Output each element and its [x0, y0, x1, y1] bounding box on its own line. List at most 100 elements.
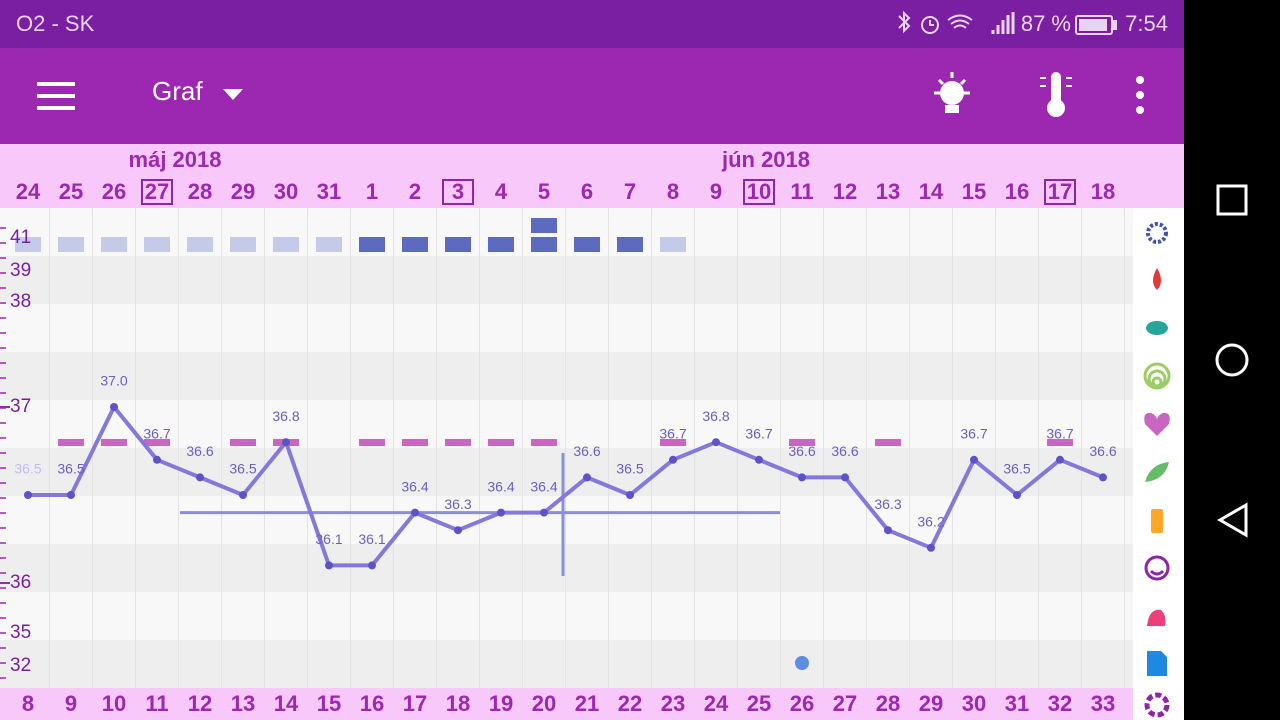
- date-label: 1: [366, 179, 378, 204]
- cycle-day-label: 21: [575, 691, 599, 716]
- week-start-box: [442, 179, 474, 205]
- temperature-point: [239, 491, 247, 499]
- cycle-day-label: 16: [360, 691, 384, 716]
- cycle-day-label: 8: [22, 691, 34, 716]
- home-button[interactable]: [1215, 343, 1249, 377]
- menu-button[interactable]: [37, 82, 75, 110]
- flow-marker: [488, 237, 514, 252]
- cycle-day-label: 32: [1048, 691, 1072, 716]
- value-label: 36.5: [616, 461, 643, 477]
- intercourse-marker: [402, 439, 428, 446]
- value-label: 36.6: [573, 443, 600, 459]
- scale-label: 35: [10, 622, 31, 643]
- date-label: 27: [145, 179, 169, 204]
- date-label: 12: [833, 179, 857, 204]
- dropdown-arrow[interactable]: [223, 89, 243, 100]
- temperature-chart: 4139383532363724825926102711281229133014…: [0, 179, 1125, 716]
- y-tick-label: 36: [10, 572, 31, 593]
- flow-marker: [402, 237, 428, 252]
- temperature-point: [411, 508, 419, 517]
- value-label: 36.8: [702, 408, 729, 424]
- chart-bands: [0, 256, 1133, 688]
- date-label: 15: [962, 179, 986, 204]
- value-label: 36.6: [788, 443, 815, 459]
- value-label: 36.3: [874, 496, 901, 512]
- temperature-point: [497, 508, 505, 517]
- view-selector[interactable]: Graf: [152, 76, 203, 106]
- temperature-point: [24, 491, 32, 499]
- value-label: 36.7: [1046, 426, 1073, 442]
- flow-marker: [660, 237, 686, 252]
- temperature-point: [196, 473, 204, 482]
- date-label: 30: [274, 179, 298, 204]
- cycle-day-label: 27: [833, 691, 857, 716]
- flow-marker: [101, 237, 127, 252]
- week-start-box: [141, 179, 173, 205]
- temperature-button[interactable]: [1040, 72, 1072, 117]
- intercourse-marker: [488, 439, 514, 446]
- intercourse-marker: [101, 439, 127, 446]
- temperature-point: [368, 561, 376, 570]
- temperature-point: [110, 403, 118, 411]
- cycle-day-label: 13: [231, 691, 255, 716]
- nav-bar: [1215, 184, 1249, 538]
- intercourse-marker: [230, 439, 256, 446]
- temperature-point: [540, 508, 548, 517]
- flow-marker: [531, 218, 557, 233]
- value-label: 36.6: [186, 443, 213, 459]
- date-label: 8: [667, 179, 679, 204]
- cycle-day-label: 23: [661, 691, 685, 716]
- temperature-point: [583, 473, 591, 482]
- cycle-day-label: 22: [618, 691, 642, 716]
- flow-marker: [15, 237, 41, 252]
- scale-label: 41: [10, 227, 31, 248]
- cycle-day-label: 12: [188, 691, 212, 716]
- value-label: 36.4: [487, 478, 514, 494]
- value-label: 36.5: [14, 461, 41, 477]
- carrier: O2 - SK: [16, 11, 95, 36]
- scale-label: 39: [10, 260, 31, 281]
- cycle-day-label: 18: [446, 691, 470, 716]
- flow-marker: [58, 237, 84, 252]
- value-label: 36.5: [57, 461, 84, 477]
- flow-marker: [445, 237, 471, 252]
- week-start-box: [1044, 179, 1076, 205]
- symptom-icons: [1133, 208, 1184, 720]
- more-button[interactable]: [1136, 76, 1144, 114]
- cycle-day-label: 31: [1005, 691, 1029, 716]
- temperature-point: [153, 455, 161, 464]
- back-button[interactable]: [1216, 502, 1248, 538]
- intercourse-marker: [875, 439, 901, 446]
- value-label: 36.7: [143, 426, 170, 442]
- flow-marker: [531, 237, 557, 252]
- date-label: 2: [409, 179, 421, 204]
- temperature-point: [970, 455, 978, 464]
- temperature-line: [28, 405, 1104, 568]
- date-label: 29: [231, 179, 255, 204]
- temperature-point: [1099, 473, 1107, 482]
- flow-marker: [617, 237, 643, 252]
- value-label: 36.1: [358, 531, 385, 547]
- date-label: 26: [102, 179, 126, 204]
- date-label: 16: [1005, 179, 1029, 204]
- value-label: 37.0: [100, 373, 127, 389]
- temperature-point: [1056, 455, 1064, 464]
- tips-button[interactable]: [934, 72, 970, 113]
- flow-marker: [187, 237, 213, 252]
- cycle-day-label: 28: [876, 691, 900, 716]
- date-label: 13: [876, 179, 900, 204]
- symptom-icon-column[interactable]: [1143, 222, 1171, 718]
- recents-button[interactable]: [1216, 184, 1248, 216]
- y-tick-label: 37: [10, 396, 31, 417]
- date-label: 5: [538, 179, 550, 204]
- month-label: jún 2018: [721, 147, 810, 172]
- temperature-point: [454, 526, 462, 535]
- app-bar: [0, 48, 1184, 144]
- temperature-point: [669, 455, 677, 464]
- temperature-point: [884, 526, 892, 535]
- value-label: 36.3: [444, 496, 471, 512]
- value-label: 36.4: [401, 478, 428, 494]
- month-label: máj 2018: [129, 147, 222, 172]
- cycle-day-label: 33: [1091, 691, 1115, 716]
- date-label: 17: [1048, 179, 1072, 204]
